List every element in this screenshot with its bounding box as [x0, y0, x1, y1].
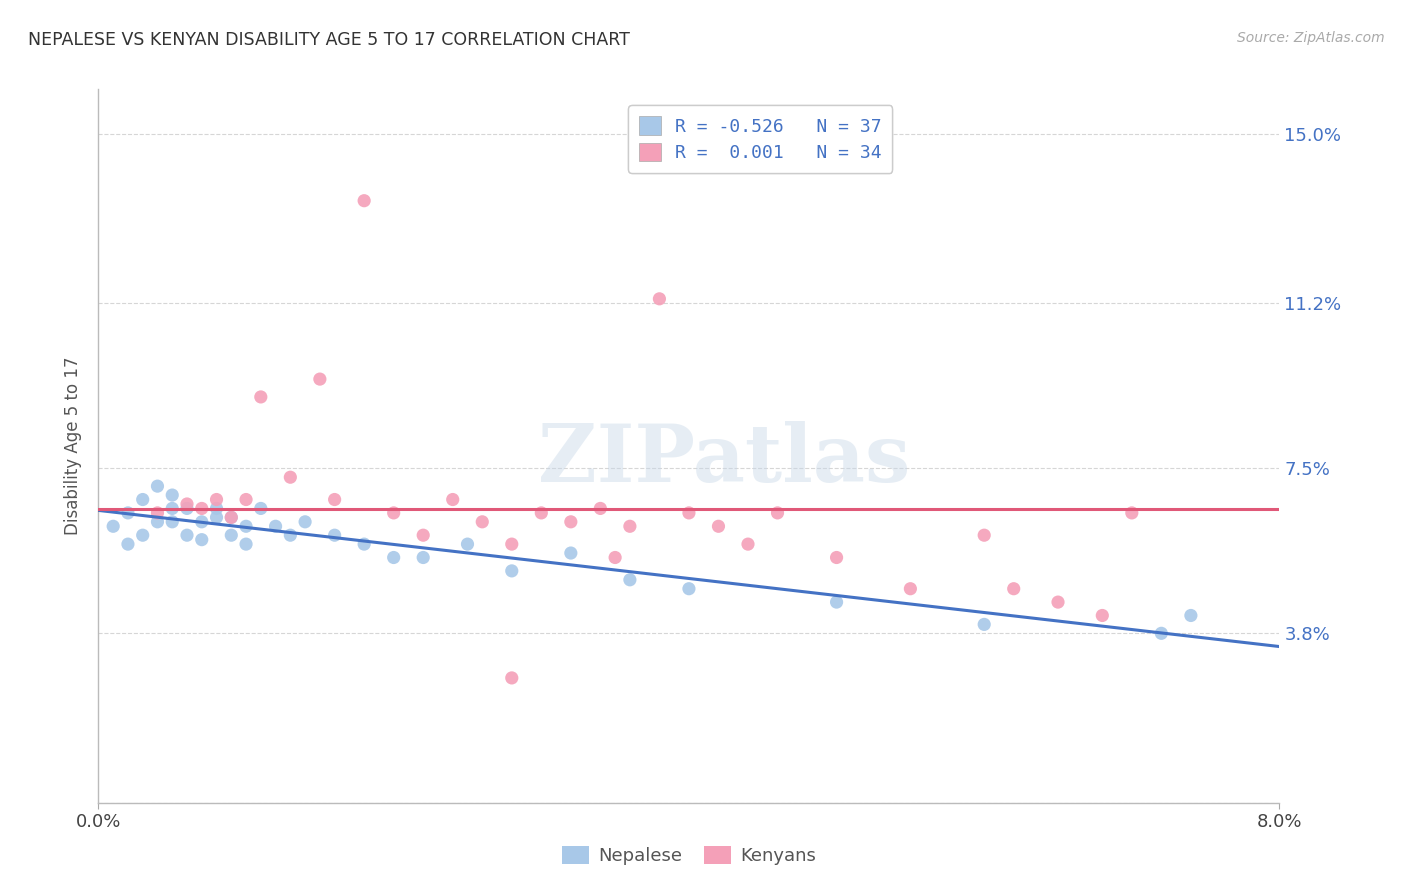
Point — [117, 537, 139, 551]
Point — [560, 546, 582, 560]
Point — [294, 515, 316, 529]
Point — [1180, 608, 1202, 623]
Point — [264, 519, 287, 533]
Point — [176, 501, 198, 516]
Point — [191, 515, 214, 529]
Point — [648, 292, 671, 306]
Point — [176, 497, 198, 511]
Text: ZIPatlas: ZIPatlas — [538, 421, 911, 500]
Point — [678, 506, 700, 520]
Legend: Nepalese, Kenyans: Nepalese, Kenyans — [555, 838, 823, 872]
Point — [1121, 506, 1143, 520]
Point — [162, 515, 183, 529]
Point — [737, 537, 759, 551]
Point — [278, 470, 302, 484]
Point — [1002, 582, 1025, 596]
Point — [973, 528, 995, 542]
Point — [235, 492, 257, 507]
Y-axis label: Disability Age 5 to 17: Disability Age 5 to 17 — [65, 357, 83, 535]
Point — [219, 510, 242, 524]
Point — [707, 519, 730, 533]
Point — [973, 617, 995, 632]
Point — [501, 671, 523, 685]
Point — [162, 501, 183, 516]
Point — [219, 510, 242, 524]
Point — [530, 506, 553, 520]
Point — [560, 515, 582, 529]
Point — [117, 506, 139, 520]
Point — [323, 528, 346, 542]
Point — [412, 550, 434, 565]
Point — [1150, 626, 1173, 640]
Point — [382, 550, 405, 565]
Text: Source: ZipAtlas.com: Source: ZipAtlas.com — [1237, 31, 1385, 45]
Point — [191, 501, 214, 516]
Point — [825, 595, 848, 609]
Point — [235, 519, 257, 533]
Point — [278, 528, 302, 542]
Point — [250, 390, 273, 404]
Point — [235, 537, 257, 551]
Point — [353, 537, 375, 551]
Point — [501, 564, 523, 578]
Point — [501, 537, 523, 551]
Point — [825, 550, 848, 565]
Point — [412, 528, 434, 542]
Point — [441, 492, 464, 507]
Point — [619, 573, 641, 587]
Point — [250, 501, 273, 516]
Point — [132, 528, 155, 542]
Point — [132, 492, 155, 507]
Point — [205, 501, 228, 516]
Point — [353, 194, 375, 208]
Point — [146, 515, 169, 529]
Point — [205, 510, 228, 524]
Point — [382, 506, 405, 520]
Point — [1091, 608, 1114, 623]
Point — [323, 492, 346, 507]
Point — [162, 488, 183, 502]
Point — [619, 519, 641, 533]
Point — [471, 515, 494, 529]
Point — [456, 537, 478, 551]
Point — [191, 533, 214, 547]
Point — [205, 492, 228, 507]
Point — [146, 479, 169, 493]
Point — [605, 550, 627, 565]
Point — [219, 528, 242, 542]
Point — [678, 582, 700, 596]
Point — [146, 506, 169, 520]
Point — [103, 519, 125, 533]
Point — [308, 372, 332, 386]
Text: NEPALESE VS KENYAN DISABILITY AGE 5 TO 17 CORRELATION CHART: NEPALESE VS KENYAN DISABILITY AGE 5 TO 1… — [28, 31, 630, 49]
Point — [1046, 595, 1069, 609]
Point — [176, 528, 198, 542]
Point — [589, 501, 612, 516]
Point — [766, 506, 789, 520]
Point — [900, 582, 922, 596]
